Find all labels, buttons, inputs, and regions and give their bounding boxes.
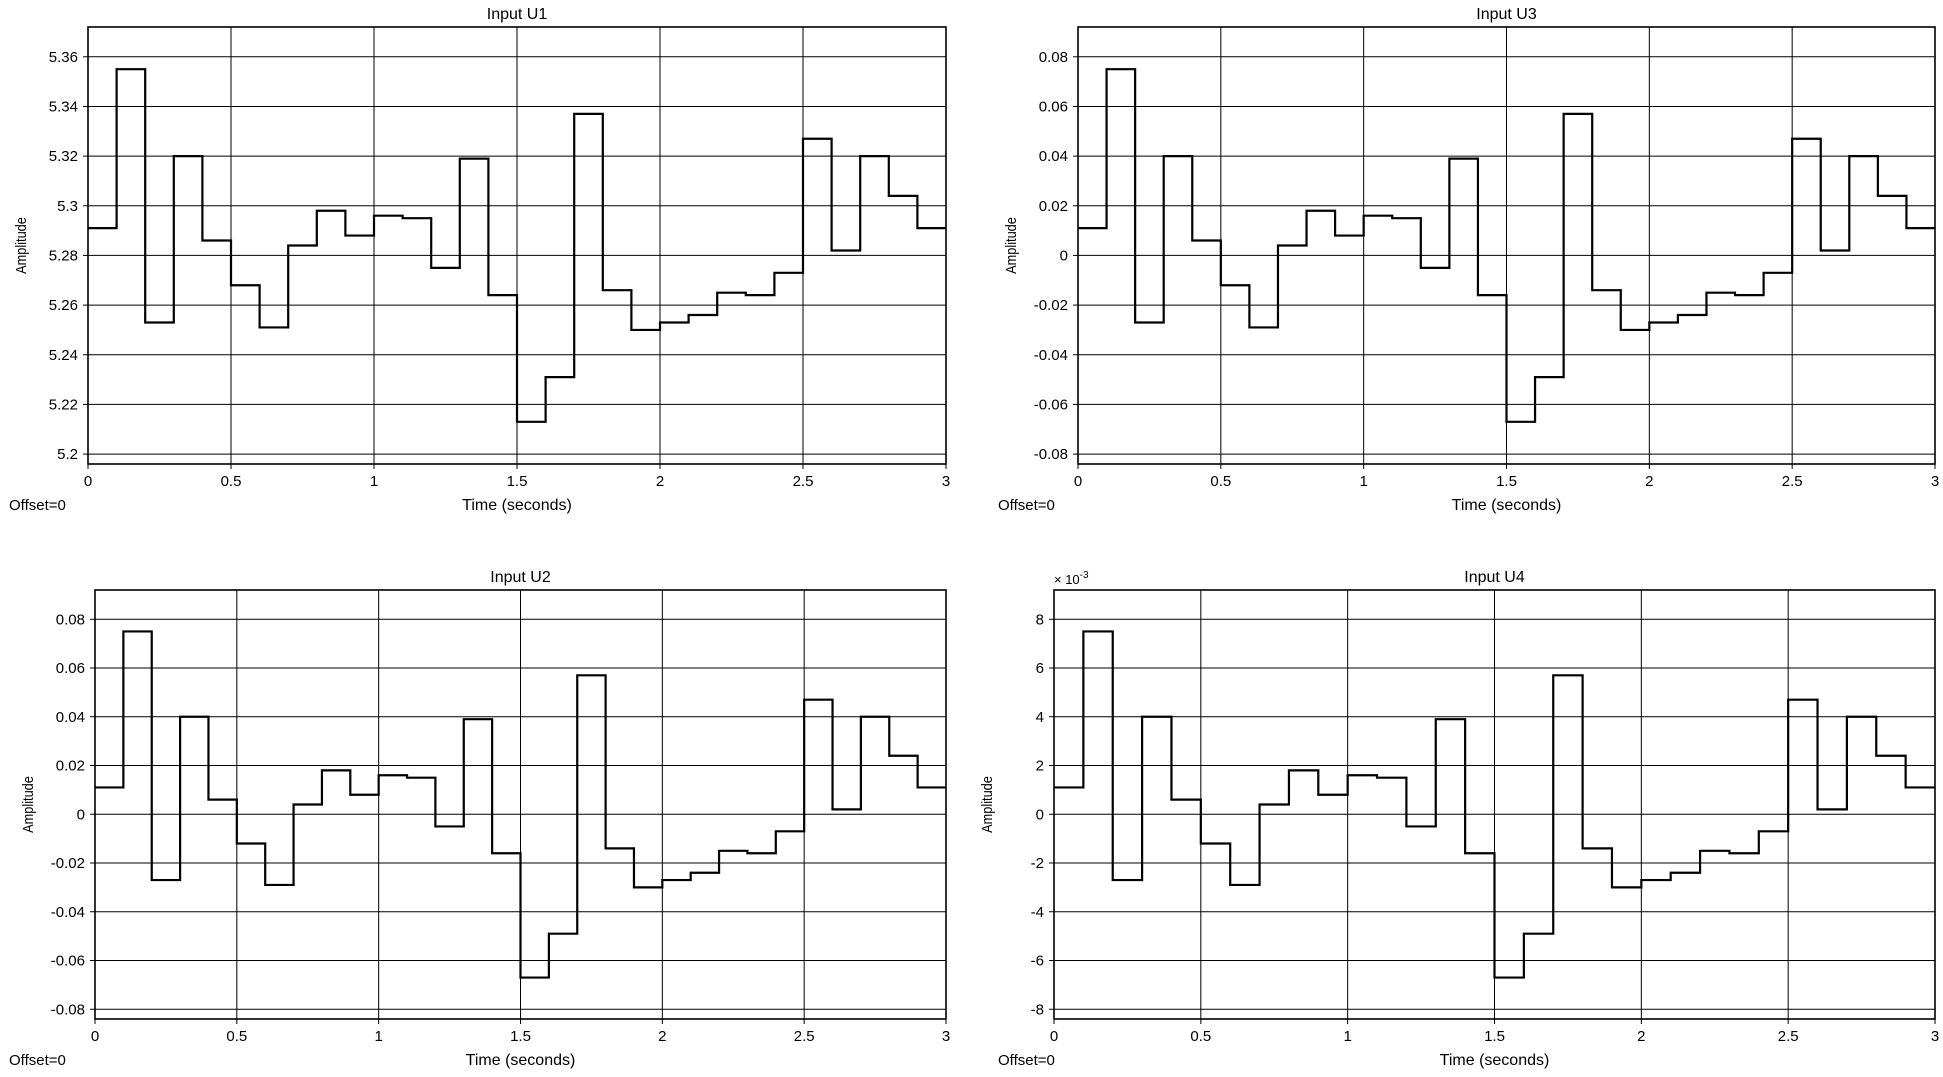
y-tick-label: 0.02 (1039, 198, 1068, 215)
y-tick-label: 0.04 (56, 709, 85, 726)
x-tick-label: 2.5 (794, 1028, 815, 1045)
series-line (95, 630, 946, 979)
y-tick-label: 5.24 (49, 347, 78, 364)
y-tick-label: -0.02 (1034, 297, 1068, 314)
y-tick-label: 0.06 (56, 660, 85, 677)
x-tick-label: 1.5 (1496, 473, 1517, 490)
y-tick-label: 0.04 (1039, 148, 1068, 165)
x-tick-label: 3 (1931, 1028, 1939, 1045)
x-tick-label: 0.5 (1190, 1028, 1211, 1045)
y-tick-label: -0.08 (51, 1001, 85, 1018)
y-tick-label: 0.02 (56, 758, 85, 775)
y-axis-label: Amplitude (12, 217, 29, 274)
y-tick-label: -0.08 (1034, 446, 1068, 463)
x-tick-label: 1 (1343, 1028, 1351, 1045)
y-tick-label: 8 (1036, 611, 1044, 628)
y-tick-label: 0.08 (1039, 49, 1068, 66)
y-tick-label: -0.02 (51, 855, 85, 872)
x-tick-label: 0 (1050, 1028, 1058, 1045)
x-axis-label: Time (seconds) (466, 1052, 576, 1069)
x-tick-label: 1.5 (510, 1028, 531, 1045)
x-tick-label: 0.5 (226, 1028, 247, 1045)
y-tick-label: -8 (1031, 1001, 1044, 1018)
x-tick-label: 0 (1074, 473, 1082, 490)
y-tick-label: 0.08 (56, 611, 85, 628)
y-axis-label: Amplitude (978, 776, 995, 833)
y-tick-label: -6 (1031, 953, 1044, 970)
y-tick-label: 0.06 (1039, 98, 1068, 115)
y-tick-label: 0 (1036, 806, 1044, 823)
y-tick-label: -0.04 (1034, 347, 1068, 364)
y-tick-label: -4 (1031, 904, 1044, 921)
chart-u2: 0 0.5 1 1.5 2 2.5 3 -0.08 -0.06 -0.04 -0.02 0 0.02 0.… (9, 569, 950, 1069)
x-tick-label: 2 (658, 1028, 666, 1045)
series-line (1054, 630, 1935, 979)
chart-u1: 0 0.5 1 1.5 2 2.5 3 5.2 5.22 5.24 5.26 5.28 5.3 5.32 5… (9, 6, 950, 514)
x-tick-label: 1 (370, 473, 378, 490)
chart-title: Input U3 (1476, 6, 1537, 23)
x-tick-label: 1.5 (1484, 1028, 1505, 1045)
series-line (88, 68, 946, 423)
y-tick-label: 5.34 (49, 98, 78, 115)
x-tick-label: 2.5 (1778, 1028, 1799, 1045)
x-tick-label: 1.5 (507, 473, 528, 490)
x-tick-label: 2.5 (793, 473, 814, 490)
x-axis-label: Time (seconds) (1452, 497, 1562, 514)
x-tick-label: 0.5 (1210, 473, 1231, 490)
y-tick-label: 6 (1036, 660, 1044, 677)
y-axis-label: Amplitude (19, 776, 36, 833)
y-tick-label: 0 (1060, 247, 1068, 264)
chart-title: Input U2 (490, 569, 551, 586)
x-tick-label: 3 (1931, 473, 1939, 490)
y-tick-label: -0.04 (51, 904, 85, 921)
y-tick-label: 5.32 (49, 148, 78, 165)
y-tick-label: 5.26 (49, 297, 78, 314)
x-tick-label: 2.5 (1782, 473, 1803, 490)
y-tick-label: 5.22 (49, 396, 78, 413)
y-tick-label: 5.3 (57, 198, 78, 215)
y-tick-label: 4 (1036, 709, 1044, 726)
chart-u3: 0 0.5 1 1.5 2 2.5 3 -0.08 -0.06 -0.04 -0.02 0 0.02 0.… (998, 6, 1939, 514)
x-axis-label: Time (seconds) (1440, 1052, 1550, 1069)
chart-title: Input U1 (487, 6, 548, 23)
x-tick-label: 1 (374, 1028, 382, 1045)
x-tick-label: 1 (1359, 473, 1367, 490)
x-tick-label: 2 (656, 473, 664, 490)
x-tick-label: 2 (1645, 473, 1653, 490)
offset-label: Offset=0 (9, 1052, 66, 1069)
x-tick-label: 2 (1637, 1028, 1645, 1045)
x-tick-label: 3 (942, 473, 950, 490)
y-axis-label: Amplitude (1002, 217, 1019, 274)
y-tick-label: -0.06 (51, 953, 85, 970)
x-tick-label: 0 (91, 1028, 99, 1045)
x-axis-label: Time (seconds) (462, 497, 572, 514)
y-tick-label: 2 (1036, 758, 1044, 775)
y-tick-label: 5.36 (49, 49, 78, 66)
x-tick-label: 0 (84, 473, 92, 490)
y-tick-label: -2 (1031, 855, 1044, 872)
series-line (1078, 68, 1935, 423)
x-tick-label: 0.5 (221, 473, 242, 490)
chart-title: Input U4 (1464, 569, 1525, 586)
y-exponent-power: -3 (1080, 570, 1089, 581)
y-tick-label: 0 (77, 806, 85, 823)
y-tick-label: -0.06 (1034, 396, 1068, 413)
offset-label: Offset=0 (998, 1052, 1055, 1069)
x-tick-label: 3 (942, 1028, 950, 1045)
offset-label: Offset=0 (9, 497, 66, 514)
offset-label: Offset=0 (998, 497, 1055, 514)
y-tick-label: 5.28 (49, 247, 78, 264)
y-tick-label: 5.2 (57, 446, 78, 463)
